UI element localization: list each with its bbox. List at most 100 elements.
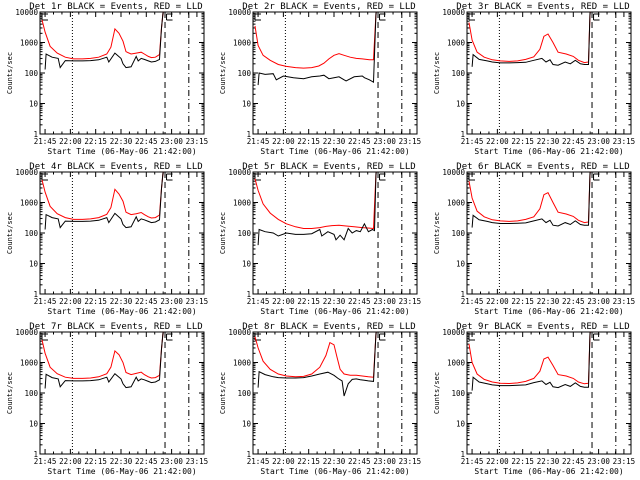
lld-series-line bbox=[41, 171, 164, 220]
x-tick-label: 22:45 bbox=[348, 297, 371, 306]
y-tick-label: 100 bbox=[24, 229, 38, 238]
y-tick-label: 1 bbox=[246, 450, 251, 459]
x-tick-label: 23:15 bbox=[613, 297, 636, 306]
chart-title: Det 7r BLACK = Events, RED = LLD bbox=[29, 322, 202, 332]
events-series-line bbox=[471, 11, 591, 67]
bracket-marker bbox=[593, 173, 600, 181]
y-tick-label: 10 bbox=[456, 260, 466, 269]
x-tick-label: 22:30 bbox=[110, 137, 133, 146]
x-tick-label: 22:30 bbox=[323, 137, 346, 146]
x-tick-label: 21:45 bbox=[34, 137, 57, 146]
y-tick-label: 10 bbox=[29, 100, 39, 109]
y-tick-label: 100 bbox=[24, 69, 38, 78]
plot-frame bbox=[466, 331, 632, 455]
y-tick-label: 10 bbox=[242, 420, 252, 429]
y-tick-label: 1 bbox=[33, 450, 38, 459]
chart-panel-6: Det 6r BLACK = Events, RED = LLD Counts/s… bbox=[433, 162, 635, 316]
bracket-marker bbox=[379, 13, 386, 21]
lld-series-line bbox=[41, 11, 164, 60]
y-tick-label: 10 bbox=[456, 100, 466, 109]
y-axis-label: Counts/sec bbox=[6, 372, 14, 414]
x-tick-label: 22:45 bbox=[135, 297, 158, 306]
x-tick-label: 23:15 bbox=[399, 297, 422, 306]
chart-title: Det 1r BLACK = Events, RED = LLD bbox=[29, 2, 202, 12]
bracket-marker bbox=[468, 173, 475, 181]
x-tick-label: 22:15 bbox=[511, 297, 534, 306]
y-tick-label: 10000 bbox=[228, 328, 251, 337]
x-tick-label: 23:00 bbox=[587, 297, 610, 306]
events-series-line bbox=[257, 171, 377, 246]
y-tick-label: 100 bbox=[237, 389, 251, 398]
chart-title: Det 6r BLACK = Events, RED = LLD bbox=[456, 162, 629, 172]
y-tick-label: 10000 bbox=[228, 168, 251, 177]
x-tick-label: 23:00 bbox=[160, 137, 183, 146]
x-tick-label: 22:15 bbox=[297, 457, 320, 466]
y-axis-label: Counts/sec bbox=[6, 52, 14, 94]
chart-title: Det 8r BLACK = Events, RED = LLD bbox=[242, 322, 415, 332]
y-tick-label: 1 bbox=[246, 290, 251, 299]
x-tick-label: 22:45 bbox=[562, 457, 585, 466]
x-tick-label: 22:30 bbox=[323, 457, 346, 466]
y-tick-label: 1000 bbox=[20, 199, 39, 208]
y-tick-label: 1 bbox=[460, 450, 465, 459]
y-tick-label: 1000 bbox=[233, 39, 252, 48]
y-tick-label: 1000 bbox=[233, 359, 252, 368]
x-tick-label: 23:00 bbox=[160, 297, 183, 306]
chart-panel-7: Det 7r BLACK = Events, RED = LLD Counts/s… bbox=[6, 322, 208, 476]
lld-series-line bbox=[468, 11, 591, 64]
x-axis-label: Start Time (06-May-06 21:42:00) bbox=[474, 467, 623, 476]
x-tick-label: 22:45 bbox=[135, 457, 158, 466]
plot-frame bbox=[252, 171, 418, 295]
plot-frame bbox=[39, 171, 205, 295]
y-tick-label: 10 bbox=[242, 100, 252, 109]
x-tick-label: 22:00 bbox=[272, 457, 295, 466]
y-tick-label: 10 bbox=[242, 260, 252, 269]
x-tick-label: 21:45 bbox=[247, 297, 270, 306]
y-tick-label: 100 bbox=[237, 69, 251, 78]
bracket-marker bbox=[41, 333, 48, 341]
x-axis-label: Start Time (06-May-06 21:42:00) bbox=[260, 307, 409, 316]
x-tick-label: 23:00 bbox=[373, 457, 396, 466]
x-tick-label: 22:30 bbox=[110, 297, 133, 306]
y-tick-label: 1 bbox=[460, 290, 465, 299]
x-axis-label: Start Time (06-May-06 21:42:00) bbox=[474, 307, 623, 316]
plot-frame bbox=[39, 331, 205, 455]
x-tick-label: 22:00 bbox=[486, 457, 509, 466]
y-tick-label: 100 bbox=[237, 229, 251, 238]
plot-frame bbox=[466, 171, 632, 295]
x-axis-label: Start Time (06-May-06 21:42:00) bbox=[47, 467, 196, 476]
x-tick-label: 23:15 bbox=[186, 297, 209, 306]
x-tick-label: 21:45 bbox=[34, 457, 57, 466]
y-tick-label: 1000 bbox=[447, 39, 466, 48]
events-series-line bbox=[257, 331, 377, 397]
x-tick-label: 22:45 bbox=[348, 457, 371, 466]
chart-title: Det 4r BLACK = Events, RED = LLD bbox=[29, 162, 202, 172]
y-tick-label: 10000 bbox=[15, 168, 38, 177]
x-tick-label: 21:45 bbox=[34, 297, 57, 306]
y-tick-label: 100 bbox=[451, 69, 465, 78]
lld-series-line bbox=[254, 11, 377, 69]
x-tick-label: 22:15 bbox=[297, 137, 320, 146]
y-tick-label: 1000 bbox=[20, 39, 39, 48]
y-tick-label: 10000 bbox=[442, 168, 465, 177]
plot-frame bbox=[252, 11, 418, 135]
events-series-line bbox=[471, 171, 591, 228]
x-tick-label: 23:00 bbox=[373, 297, 396, 306]
chart-panel-8: Det 8r BLACK = Events, RED = LLD Counts/s… bbox=[219, 322, 421, 476]
y-axis-label: Counts/sec bbox=[219, 52, 227, 94]
y-tick-label: 10000 bbox=[228, 8, 251, 17]
x-tick-label: 22:30 bbox=[323, 297, 346, 306]
x-axis-label: Start Time (06-May-06 21:42:00) bbox=[474, 147, 623, 156]
x-axis-label: Start Time (06-May-06 21:42:00) bbox=[260, 147, 409, 156]
x-tick-label: 22:45 bbox=[562, 297, 585, 306]
lld-series-line bbox=[254, 171, 377, 230]
bracket-marker bbox=[166, 173, 173, 181]
lld-series-line bbox=[468, 171, 591, 224]
lld-series-line bbox=[254, 331, 377, 378]
x-tick-label: 23:15 bbox=[613, 457, 636, 466]
y-axis-label: Counts/sec bbox=[6, 212, 14, 254]
bracket-marker bbox=[379, 173, 386, 181]
events-series-line bbox=[44, 331, 164, 389]
x-tick-label: 22:30 bbox=[537, 297, 560, 306]
